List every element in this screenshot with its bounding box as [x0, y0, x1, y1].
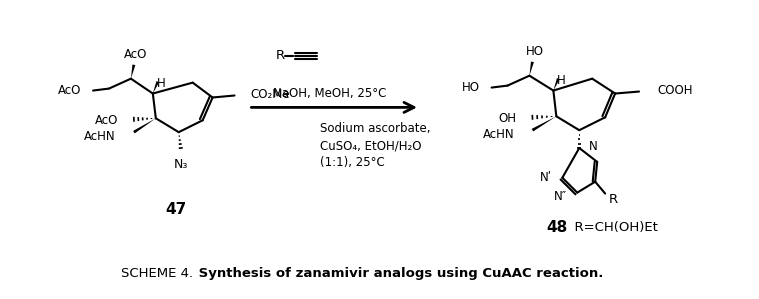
Text: N″: N″: [554, 190, 567, 203]
Polygon shape: [131, 65, 135, 79]
Polygon shape: [530, 62, 534, 76]
Text: NaOH, MeOH, 25°C: NaOH, MeOH, 25°C: [273, 87, 387, 100]
Polygon shape: [532, 116, 556, 132]
Polygon shape: [153, 81, 159, 94]
Text: N: N: [589, 140, 598, 152]
Text: HO: HO: [461, 81, 480, 94]
Text: Sodium ascorbate,: Sodium ascorbate,: [320, 122, 430, 135]
Text: R: R: [276, 49, 285, 62]
Text: CO₂Me: CO₂Me: [250, 88, 290, 101]
Text: AcHN: AcHN: [483, 128, 515, 141]
Text: OH: OH: [499, 112, 516, 125]
Text: R=CH(OH)Et: R=CH(OH)Et: [566, 221, 658, 234]
Text: H: H: [557, 74, 565, 87]
Text: (1:1), 25°C: (1:1), 25°C: [320, 156, 385, 169]
Text: R: R: [609, 193, 618, 206]
Text: Nʹ: Nʹ: [540, 171, 553, 184]
Text: Synthesis of zanamivir analogs using CuAAC reaction.: Synthesis of zanamivir analogs using CuA…: [194, 267, 603, 280]
Text: H: H: [156, 77, 165, 90]
Text: HO: HO: [525, 45, 543, 58]
Text: N₃: N₃: [174, 158, 188, 171]
Text: COOH: COOH: [657, 84, 692, 97]
Polygon shape: [553, 78, 559, 91]
Text: AcO: AcO: [124, 48, 147, 61]
Text: 48: 48: [546, 220, 568, 235]
Text: AcO: AcO: [95, 114, 118, 127]
Polygon shape: [133, 118, 156, 133]
Text: 47: 47: [165, 202, 187, 217]
Text: AcHN: AcHN: [84, 130, 116, 143]
Text: CuSO₄, EtOH/H₂O: CuSO₄, EtOH/H₂O: [320, 140, 422, 152]
Text: AcO: AcO: [58, 84, 81, 97]
Text: SCHEME 4.: SCHEME 4.: [121, 267, 193, 280]
